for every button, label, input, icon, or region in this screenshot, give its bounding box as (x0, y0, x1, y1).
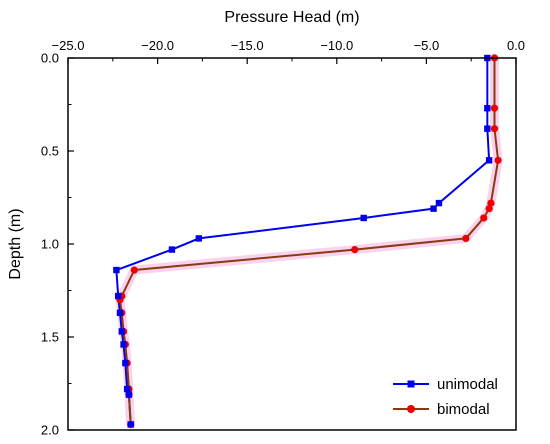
x-tick-label: −15.0 (231, 38, 264, 53)
bimodal-point (480, 214, 488, 222)
bimodal-series-line (118, 58, 500, 425)
y-tick-label: 1.0 (41, 237, 59, 252)
x-tick-label: −5.0 (414, 38, 440, 53)
bimodal-point (130, 266, 138, 274)
x-axis-title: Pressure Head (m) (224, 9, 359, 26)
y-tick-label: 1.5 (41, 330, 59, 345)
y-axis-title: Depth (m) (7, 208, 24, 279)
unimodal-point (120, 341, 127, 348)
legend: unimodal bimodal (393, 376, 498, 418)
unimodal-point (127, 421, 134, 428)
unimodal-point (113, 266, 120, 274)
unimodal-point (484, 125, 491, 132)
x-axis-ticks: −25.0 −20.0 −15.0 −10.0 −5.0 0.0 (52, 38, 525, 64)
x-tick-label: −20.0 (141, 38, 174, 53)
bimodal-point (487, 199, 495, 207)
y-tick-label: 0.5 (41, 144, 59, 159)
unimodal-point (430, 205, 437, 212)
bimodal-point (490, 125, 499, 133)
bimodal-point (462, 234, 470, 243)
unimodal-point (435, 199, 443, 207)
axes: −25.0 −20.0 −15.0 −10.0 −5.0 0.0 0.0 0.5 1.0 1.5… (7, 9, 525, 438)
bimodal-point (494, 156, 502, 164)
unimodal-series-line (115, 58, 491, 425)
x-tick-label: −25.0 (52, 38, 85, 53)
bimodal-point (490, 104, 499, 112)
unimodal-point (484, 105, 491, 112)
unimodal-point (116, 309, 124, 317)
y-tick-label: 2.0 (41, 423, 59, 438)
bimodal-legend-marker (407, 405, 415, 413)
y-tick-label: 0.0 (41, 51, 59, 66)
y-axis-ticks: 0.0 0.5 1.0 1.5 2.0 (41, 51, 74, 438)
unimodal-point (485, 157, 493, 164)
unimodal-point (123, 385, 131, 393)
unimodal-point (360, 214, 367, 222)
x-tick-label: 0.0 (507, 38, 525, 53)
unimodal-point (125, 391, 133, 398)
plot-area (113, 53, 503, 429)
unimodal-legend-label: unimodal (437, 376, 498, 393)
bimodal-point (351, 245, 359, 254)
bimodal-legend-label: bimodal (437, 401, 490, 418)
unimodal-point (114, 292, 122, 300)
unimodal-legend-marker (407, 380, 415, 388)
unimodal-point (168, 246, 176, 253)
unimodal-point (118, 328, 125, 335)
x-tick-label: −10.0 (320, 38, 353, 53)
unimodal-point (122, 359, 129, 367)
bimodal-point (485, 205, 493, 213)
unimodal-point (195, 235, 203, 242)
